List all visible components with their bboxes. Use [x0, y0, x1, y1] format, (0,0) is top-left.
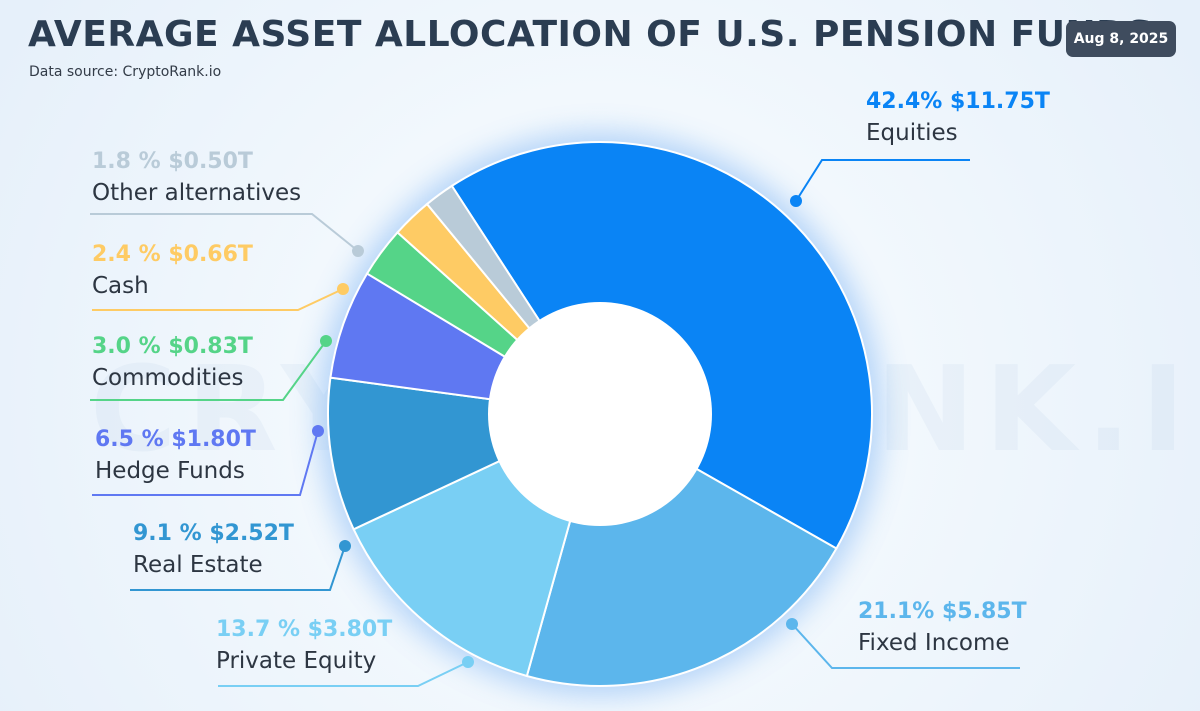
- leader-line: [218, 661, 469, 687]
- slice-name-label: Cash: [92, 273, 149, 299]
- slice-name-label: Hedge Funds: [95, 458, 245, 484]
- slice-value-label: 6.5 % $1.80T: [95, 427, 256, 452]
- slice-name-label: Private Equity: [216, 648, 377, 674]
- leader-line: [90, 340, 327, 401]
- slice-value-label: 21.1% $5.85T: [858, 599, 1027, 624]
- slice-label: 2.4 % $0.66T Cash: [92, 241, 253, 301]
- slice-value-label: 42.4% $11.75T: [866, 89, 1050, 114]
- leader-line: [795, 159, 970, 202]
- slice-label: 13.7 % $3.80T Private Equity: [216, 616, 392, 676]
- leader-dot: [352, 245, 364, 257]
- leader-line: [92, 430, 319, 496]
- slice-name-label: Equities: [866, 120, 958, 146]
- leader-line: [90, 213, 359, 252]
- slice-value-label: 1.8 % $0.50T: [92, 149, 253, 174]
- donut-hole: [488, 302, 712, 526]
- leader-dot: [786, 618, 798, 630]
- slice-name-label: Fixed Income: [858, 630, 1010, 656]
- leader-dot: [339, 540, 351, 552]
- leader-dot: [462, 656, 474, 668]
- slice-label: 9.1 % $2.52T Real Estate: [133, 520, 294, 580]
- leader-dot: [312, 425, 324, 437]
- leader-line: [791, 623, 1020, 669]
- leader-dot: [320, 335, 332, 347]
- slice-label: 21.1% $5.85T Fixed Income: [858, 598, 1027, 658]
- slice-value-label: 9.1 % $2.52T: [133, 521, 294, 546]
- date-badge: Aug 8, 2025: [1066, 21, 1176, 57]
- leader-dot: [337, 283, 349, 295]
- slice-value-label: 2.4 % $0.66T: [92, 242, 253, 267]
- slice-label: 1.8 % $0.50T Other alternatives: [92, 148, 301, 208]
- data-source: Data source: CryptoRank.io: [29, 64, 222, 80]
- leader-line: [92, 288, 344, 311]
- slice-label: 3.0 % $0.83T Commodities: [92, 333, 253, 393]
- slice-name-label: Real Estate: [133, 552, 263, 578]
- page-title: AVERAGE ASSET ALLOCATION OF U.S. PENSION…: [28, 14, 1153, 55]
- slice-value-label: 13.7 % $3.80T: [216, 617, 393, 642]
- slice-value-label: 3.0 % $0.83T: [92, 334, 253, 359]
- slice-label: 42.4% $11.75T Equities: [866, 88, 1050, 148]
- leader-line: [130, 545, 346, 591]
- slice-name-label: Commodities: [92, 365, 244, 391]
- leader-dot: [790, 195, 802, 207]
- slice-label: 6.5 % $1.80T Hedge Funds: [95, 426, 256, 486]
- slice-name-label: Other alternatives: [92, 180, 302, 206]
